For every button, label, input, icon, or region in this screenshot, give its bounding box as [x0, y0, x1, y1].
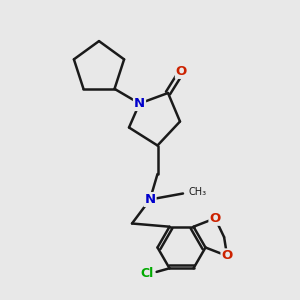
Text: N: N — [144, 193, 156, 206]
Text: O: O — [221, 249, 233, 262]
Text: CH₃: CH₃ — [188, 187, 206, 197]
Text: Cl: Cl — [140, 267, 154, 280]
Text: O: O — [209, 212, 221, 225]
Text: N: N — [134, 97, 145, 110]
Text: O: O — [176, 65, 187, 78]
